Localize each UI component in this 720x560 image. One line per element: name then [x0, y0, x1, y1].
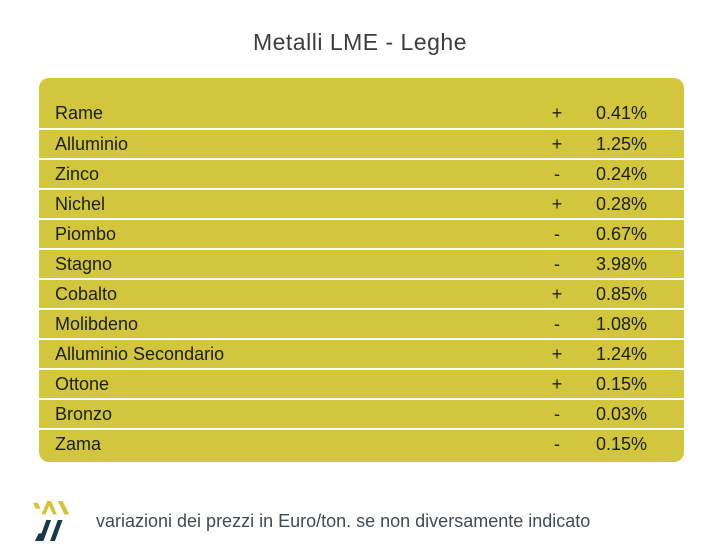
change-sign: - [554, 403, 560, 424]
change-value: 0.67% [596, 223, 648, 244]
logo-bottom-strokes [34, 520, 63, 542]
change-value: 0.85% [596, 283, 648, 304]
change-sign: + [551, 283, 563, 304]
change-value: 0.28% [596, 193, 648, 214]
metal-name: Zinco [55, 163, 100, 184]
change-value: 3.98% [596, 253, 648, 274]
table-row: Molibdeno - 1.08% [39, 308, 684, 338]
page-title: Metalli LME - Leghe [252, 29, 468, 55]
metal-name: Rame [55, 102, 104, 123]
change-sign: + [551, 193, 563, 214]
metal-name: Stagno [55, 253, 113, 274]
table-row: Cobalto +0.85% [39, 278, 684, 308]
change-value: 1.25% [596, 133, 648, 154]
change-value: 0.15% [596, 373, 648, 394]
change-value: 0.24% [596, 163, 648, 184]
change-sign: - [554, 223, 560, 244]
table-row: Zama - 0.15% [39, 428, 684, 458]
table-row: Ottone +0.15% [39, 368, 684, 398]
table-row: Stagno - 3.98% [39, 248, 684, 278]
change-sign: - [554, 253, 560, 274]
table-row: Piombo - 0.67% [39, 218, 684, 248]
metal-name: Alluminio [55, 133, 129, 154]
metal-name: Zama [55, 433, 102, 454]
footer: variazioni dei prezzi in Euro/ton. se no… [32, 494, 590, 548]
price-table: Rame +0.41% Alluminio +1.25% Zinco - 0.24% Nich… [39, 78, 684, 462]
logo-top-strokes [32, 500, 70, 515]
change-sign: - [554, 163, 560, 184]
footer-note: variazioni dei prezzi in Euro/ton. se no… [96, 510, 591, 531]
table-row: Zinco - 0.24% [39, 158, 684, 188]
metal-name: Ottone [55, 373, 110, 394]
table-row: Rame +0.41% [39, 98, 684, 128]
metalweek-logo-icon [32, 500, 70, 542]
change-value: 1.24% [596, 343, 648, 364]
metal-name: Cobalto [55, 283, 118, 304]
change-value: 0.03% [596, 403, 648, 424]
change-sign: - [554, 433, 560, 454]
change-sign: - [554, 313, 560, 334]
table-row: Bronzo - 0.03% [39, 398, 684, 428]
table-row: Alluminio +1.25% [39, 128, 684, 158]
change-sign: + [551, 373, 563, 394]
metal-name: Alluminio Secondario [55, 343, 225, 364]
metal-name: Bronzo [55, 403, 113, 424]
price-table-rows: Rame +0.41% Alluminio +1.25% Zinco - 0.24% Nich… [39, 98, 684, 458]
metal-name: Piombo [55, 223, 117, 244]
metal-name: Nichel [55, 193, 106, 214]
change-sign: + [551, 133, 563, 154]
table-row: Alluminio Secondario +1.24% [39, 338, 684, 368]
change-value: 1.08% [596, 313, 648, 334]
change-value: 0.15% [596, 433, 648, 454]
change-sign: + [551, 343, 563, 364]
table-row: Nichel +0.28% [39, 188, 684, 218]
change-sign: + [551, 102, 563, 123]
metal-name: Molibdeno [55, 313, 139, 334]
change-value: 0.41% [596, 102, 648, 123]
